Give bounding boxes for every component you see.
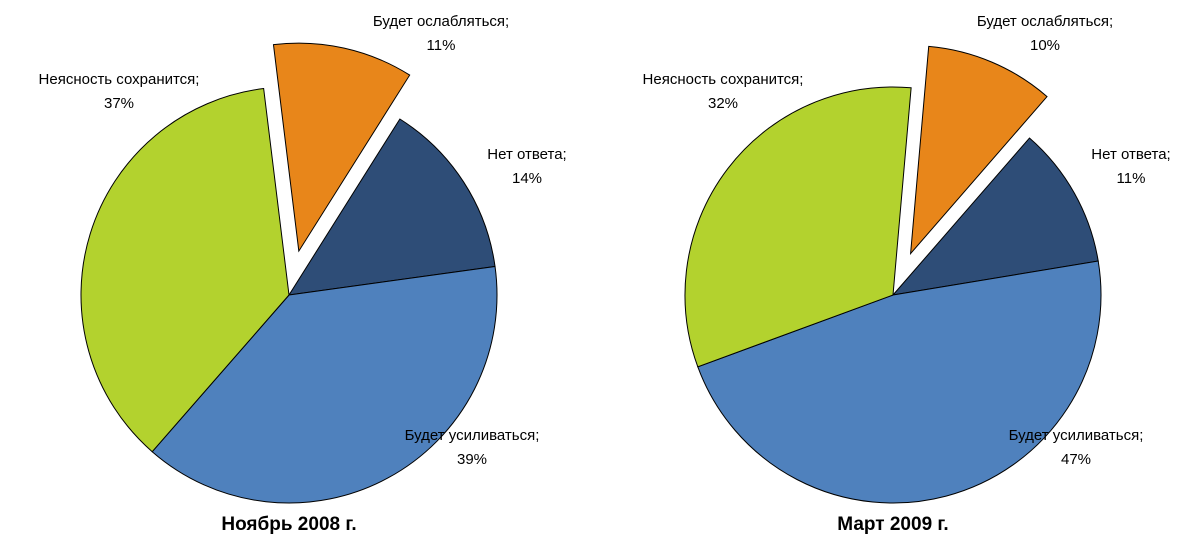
slice-value-label: 47% <box>1061 451 1091 468</box>
pie-slice <box>151 265 498 504</box>
pie-slice <box>909 45 1048 256</box>
slice-value-label: 39% <box>457 451 487 468</box>
slice-value-label: 10% <box>1030 37 1060 54</box>
slice-label: Нет ответа; <box>487 146 566 163</box>
pie-slice <box>684 86 912 368</box>
chart-title: Ноябрь 2008 г. <box>221 514 356 535</box>
slice-label: Будет ослабляться; <box>373 13 509 30</box>
slice-label: Неясность сохранится; <box>643 71 804 88</box>
slice-value-label: 11% <box>427 37 456 54</box>
pie-slice <box>288 118 496 296</box>
slice-label: Будет усиливаться; <box>1009 427 1144 444</box>
pie-slice <box>697 260 1102 504</box>
slice-value-label: 11% <box>1117 170 1146 187</box>
pie-slice <box>272 42 411 253</box>
slice-label: Неясность сохранится; <box>39 71 200 88</box>
chart-title: Март 2009 г. <box>837 514 948 535</box>
slice-label: Будет ослабляться; <box>977 13 1113 30</box>
slice-label: Будет усиливаться; <box>405 427 540 444</box>
pie-slice <box>891 137 1099 296</box>
slice-label: Нет ответа; <box>1091 146 1170 163</box>
slice-value-label: 32% <box>708 95 738 112</box>
slice-value-label: 37% <box>104 95 134 112</box>
slice-value-label: 14% <box>512 170 542 187</box>
pie-slice <box>80 87 290 453</box>
